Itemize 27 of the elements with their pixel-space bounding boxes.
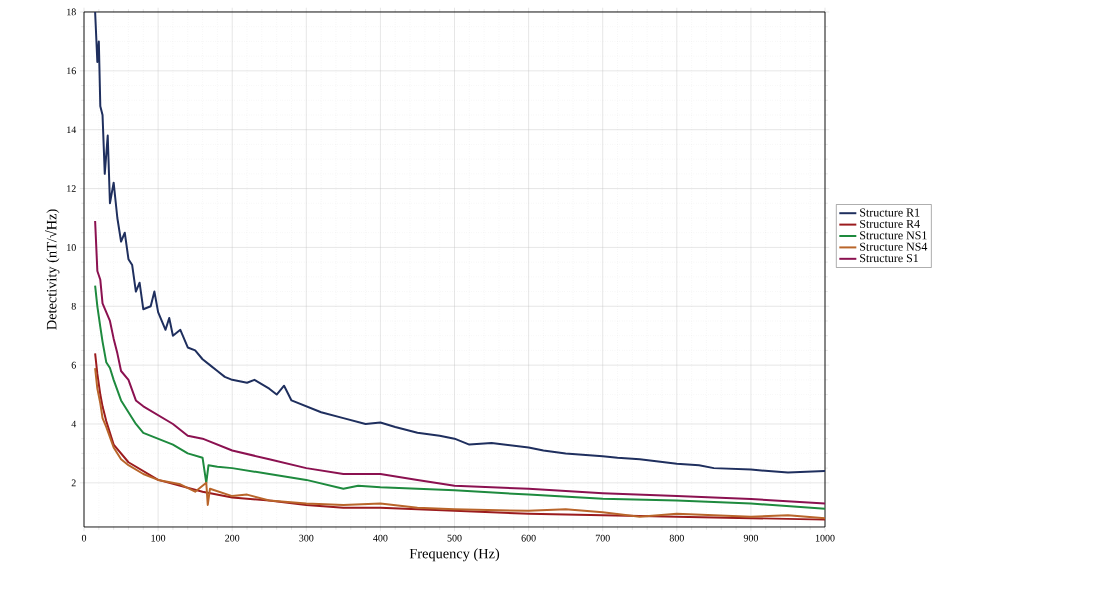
y-tick-label: 18 (67, 8, 76, 16)
y-tick-label: 10 (67, 244, 76, 251)
y-tick-label: 12 (67, 185, 76, 192)
y-tick-label: 4 (71, 420, 77, 428)
x-tick-label: 800 (669, 534, 684, 542)
x-tick-label: 1000 (815, 534, 835, 542)
legend-label: Structure R4 (860, 219, 920, 228)
legend-label: Structure NS4 (860, 242, 928, 251)
y-tick-label: 6 (71, 361, 76, 369)
x-tick-label: 300 (299, 534, 314, 542)
y-axis-title: Detectivity (nT/√Hz) (45, 209, 60, 330)
x-tick-label: 100 (151, 534, 166, 542)
legend-label: Structure R1 (860, 208, 920, 217)
y-tick-label: 8 (71, 302, 76, 310)
legend-label: Structure S1 (860, 254, 919, 263)
y-tick-label: 2 (71, 479, 76, 487)
x-tick-label: 500 (447, 534, 462, 542)
x-tick-label: 600 (521, 534, 536, 542)
y-tick-label: 14 (67, 126, 77, 133)
x-tick-label: 200 (225, 534, 240, 542)
y-tick-label: 16 (67, 67, 76, 75)
x-tick-label: 700 (595, 534, 610, 542)
x-tick-label: 0 (81, 534, 87, 542)
legend-label: Structure NS1 (860, 231, 927, 240)
x-tick-label: 900 (743, 534, 759, 542)
x-axis-title: Frequency (Hz) (409, 548, 500, 562)
x-tick-label: 400 (373, 534, 388, 542)
